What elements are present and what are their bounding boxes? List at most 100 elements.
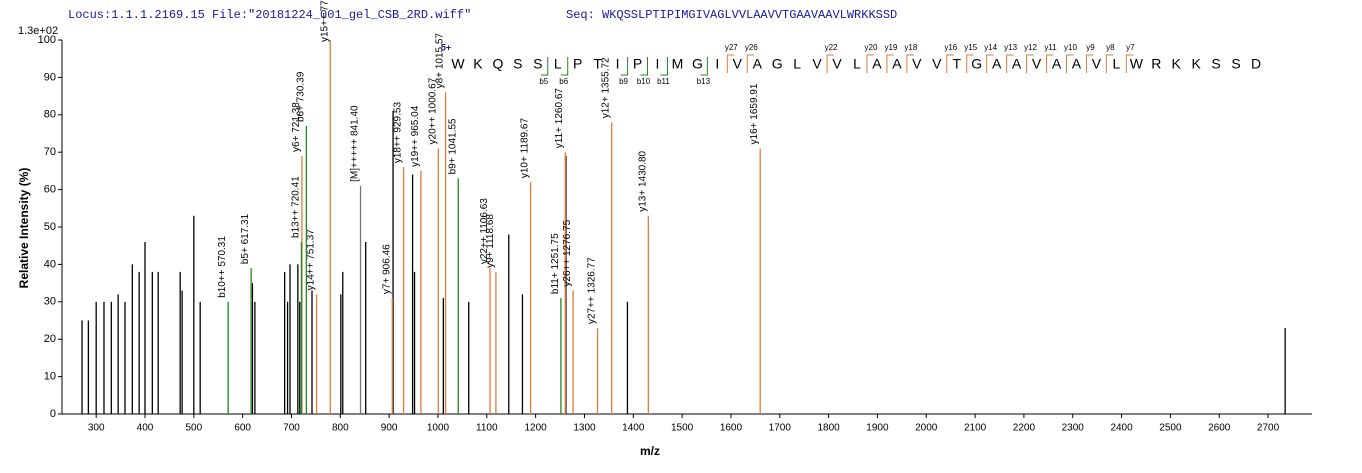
- x-tick-label: 2400: [1110, 423, 1133, 434]
- y-tick-label: 40: [44, 258, 56, 270]
- y-tick-label: 50: [44, 221, 56, 233]
- b-marker-label: b11: [657, 77, 670, 86]
- peak-label: y8+ 1015.57: [435, 33, 446, 89]
- sequence-letter: V: [932, 56, 942, 72]
- sequence-letter: V: [1032, 56, 1042, 72]
- y-marker-label: y16: [944, 43, 957, 52]
- b-marker-label: b9: [619, 77, 628, 86]
- y-marker-label: y13: [1004, 43, 1017, 52]
- sequence-letter: S: [1211, 56, 1220, 72]
- sequence-letter: V: [1092, 56, 1102, 72]
- sequence-letter: K: [1172, 56, 1182, 72]
- peak-label: y27++ 1326.77: [587, 257, 598, 324]
- sequence-letter: A: [892, 56, 902, 72]
- x-tick-label: 2700: [1257, 423, 1280, 434]
- peak-label: y13+ 1430.80: [637, 150, 648, 211]
- sequence-letter: W: [1130, 56, 1144, 72]
- y-marker-label: y9: [1086, 43, 1095, 52]
- y-axis-label: Relative Intensity (%): [17, 168, 31, 289]
- y-marker-label: y20: [865, 43, 878, 52]
- y-marker-label: y14: [984, 43, 997, 52]
- peak-label: y10+ 1189.67: [520, 118, 531, 179]
- y-marker: [826, 54, 835, 73]
- x-tick-label: 800: [332, 423, 349, 434]
- sequence-letter: I: [616, 56, 620, 72]
- sequence-letter: V: [733, 56, 743, 72]
- y-marker: [1065, 54, 1074, 73]
- sequence-letter: G: [971, 56, 982, 72]
- peak-label: y12+ 1355.72: [601, 57, 612, 118]
- peak-label: b9+ 1041.55: [447, 118, 458, 174]
- sequence-letter: L: [1112, 56, 1120, 72]
- sequence-letter: V: [812, 56, 822, 72]
- x-tick-label: 700: [283, 423, 300, 434]
- sequence-letter: D: [1251, 56, 1261, 72]
- x-tick-label: 2300: [1062, 423, 1085, 434]
- peak-label: b10++ 570.31: [217, 236, 228, 298]
- sequence-letter: I: [656, 56, 660, 72]
- b-marker: [560, 57, 569, 76]
- y-marker-label: y15: [964, 43, 977, 52]
- y-marker: [1125, 54, 1134, 73]
- y-tick-label: 90: [44, 71, 56, 83]
- sequence-letter: R: [1151, 56, 1161, 72]
- y-marker: [1085, 54, 1094, 73]
- sequence-letter: S: [533, 56, 542, 72]
- scale-label: 1.3e+02: [18, 25, 58, 37]
- y-tick-label: 30: [44, 296, 56, 308]
- y-marker: [1046, 54, 1054, 73]
- peak-label: y6+ 721.38: [291, 102, 302, 152]
- peak-label: y18++ 929.53: [393, 102, 404, 164]
- sequence-letter: A: [1012, 56, 1022, 72]
- y-marker-label: y10: [1064, 43, 1077, 52]
- y-marker-label: y19: [884, 43, 897, 52]
- y-marker-label: y18: [904, 43, 917, 52]
- b-marker: [640, 57, 649, 76]
- peak-label: b6+ 730.39: [295, 71, 306, 122]
- x-tick-label: 600: [234, 423, 251, 434]
- peak-label: y7+ 906.46: [381, 244, 392, 294]
- precursor-charge: 5+: [441, 42, 451, 52]
- sequence-letter: G: [772, 56, 783, 72]
- sequence-letter: L: [853, 56, 861, 72]
- peak-label: b11+ 1251.75: [550, 233, 561, 294]
- y-marker-label: y7: [1126, 43, 1135, 52]
- y-marker: [726, 54, 735, 73]
- peak-label: y20++ 1000.67: [427, 77, 438, 144]
- peak-label: [M]+++++ 841.40: [350, 105, 361, 182]
- b-marker: [620, 57, 629, 76]
- b-marker: [540, 57, 549, 76]
- peak-label: y11+ 1260.67: [554, 88, 565, 149]
- x-tick-label: 1300: [573, 423, 596, 434]
- sequence-letter: M: [672, 56, 684, 72]
- sequence-letter: A: [753, 56, 763, 72]
- peak-label: y16+ 1659.91: [749, 83, 760, 144]
- x-tick-label: 2600: [1208, 423, 1231, 434]
- sequence-letter: T: [952, 56, 961, 72]
- y-tick-label: 60: [44, 184, 56, 196]
- x-tick-label: 2500: [1159, 423, 1182, 434]
- sequence-letter: A: [872, 56, 882, 72]
- x-tick-label: 500: [185, 423, 202, 434]
- sequence-letter: K: [473, 56, 483, 72]
- x-tick-label: 1500: [671, 423, 694, 434]
- y-tick-label: 70: [44, 146, 56, 158]
- sequence-letter: S: [513, 56, 522, 72]
- y-marker-label: y12: [1024, 43, 1037, 52]
- sequence-letter: L: [554, 56, 562, 72]
- sequence-letter: V: [912, 56, 922, 72]
- x-tick-label: 400: [137, 423, 154, 434]
- x-tick-label: 2000: [915, 423, 938, 434]
- y-marker-label: y27: [725, 43, 738, 52]
- sequence-letter: A: [1052, 56, 1062, 72]
- peak-label: y19++ 965.04: [410, 105, 421, 167]
- b-marker-label: b5: [539, 77, 548, 86]
- y-marker: [886, 54, 894, 73]
- y-marker-label: y11: [1044, 43, 1057, 52]
- b-marker-label: b10: [637, 77, 651, 86]
- peak-label: y14++ 751.37: [306, 229, 317, 291]
- y-marker-label: y22: [825, 43, 838, 52]
- sequence-letter: W: [451, 56, 465, 72]
- sequence-letter: V: [832, 56, 842, 72]
